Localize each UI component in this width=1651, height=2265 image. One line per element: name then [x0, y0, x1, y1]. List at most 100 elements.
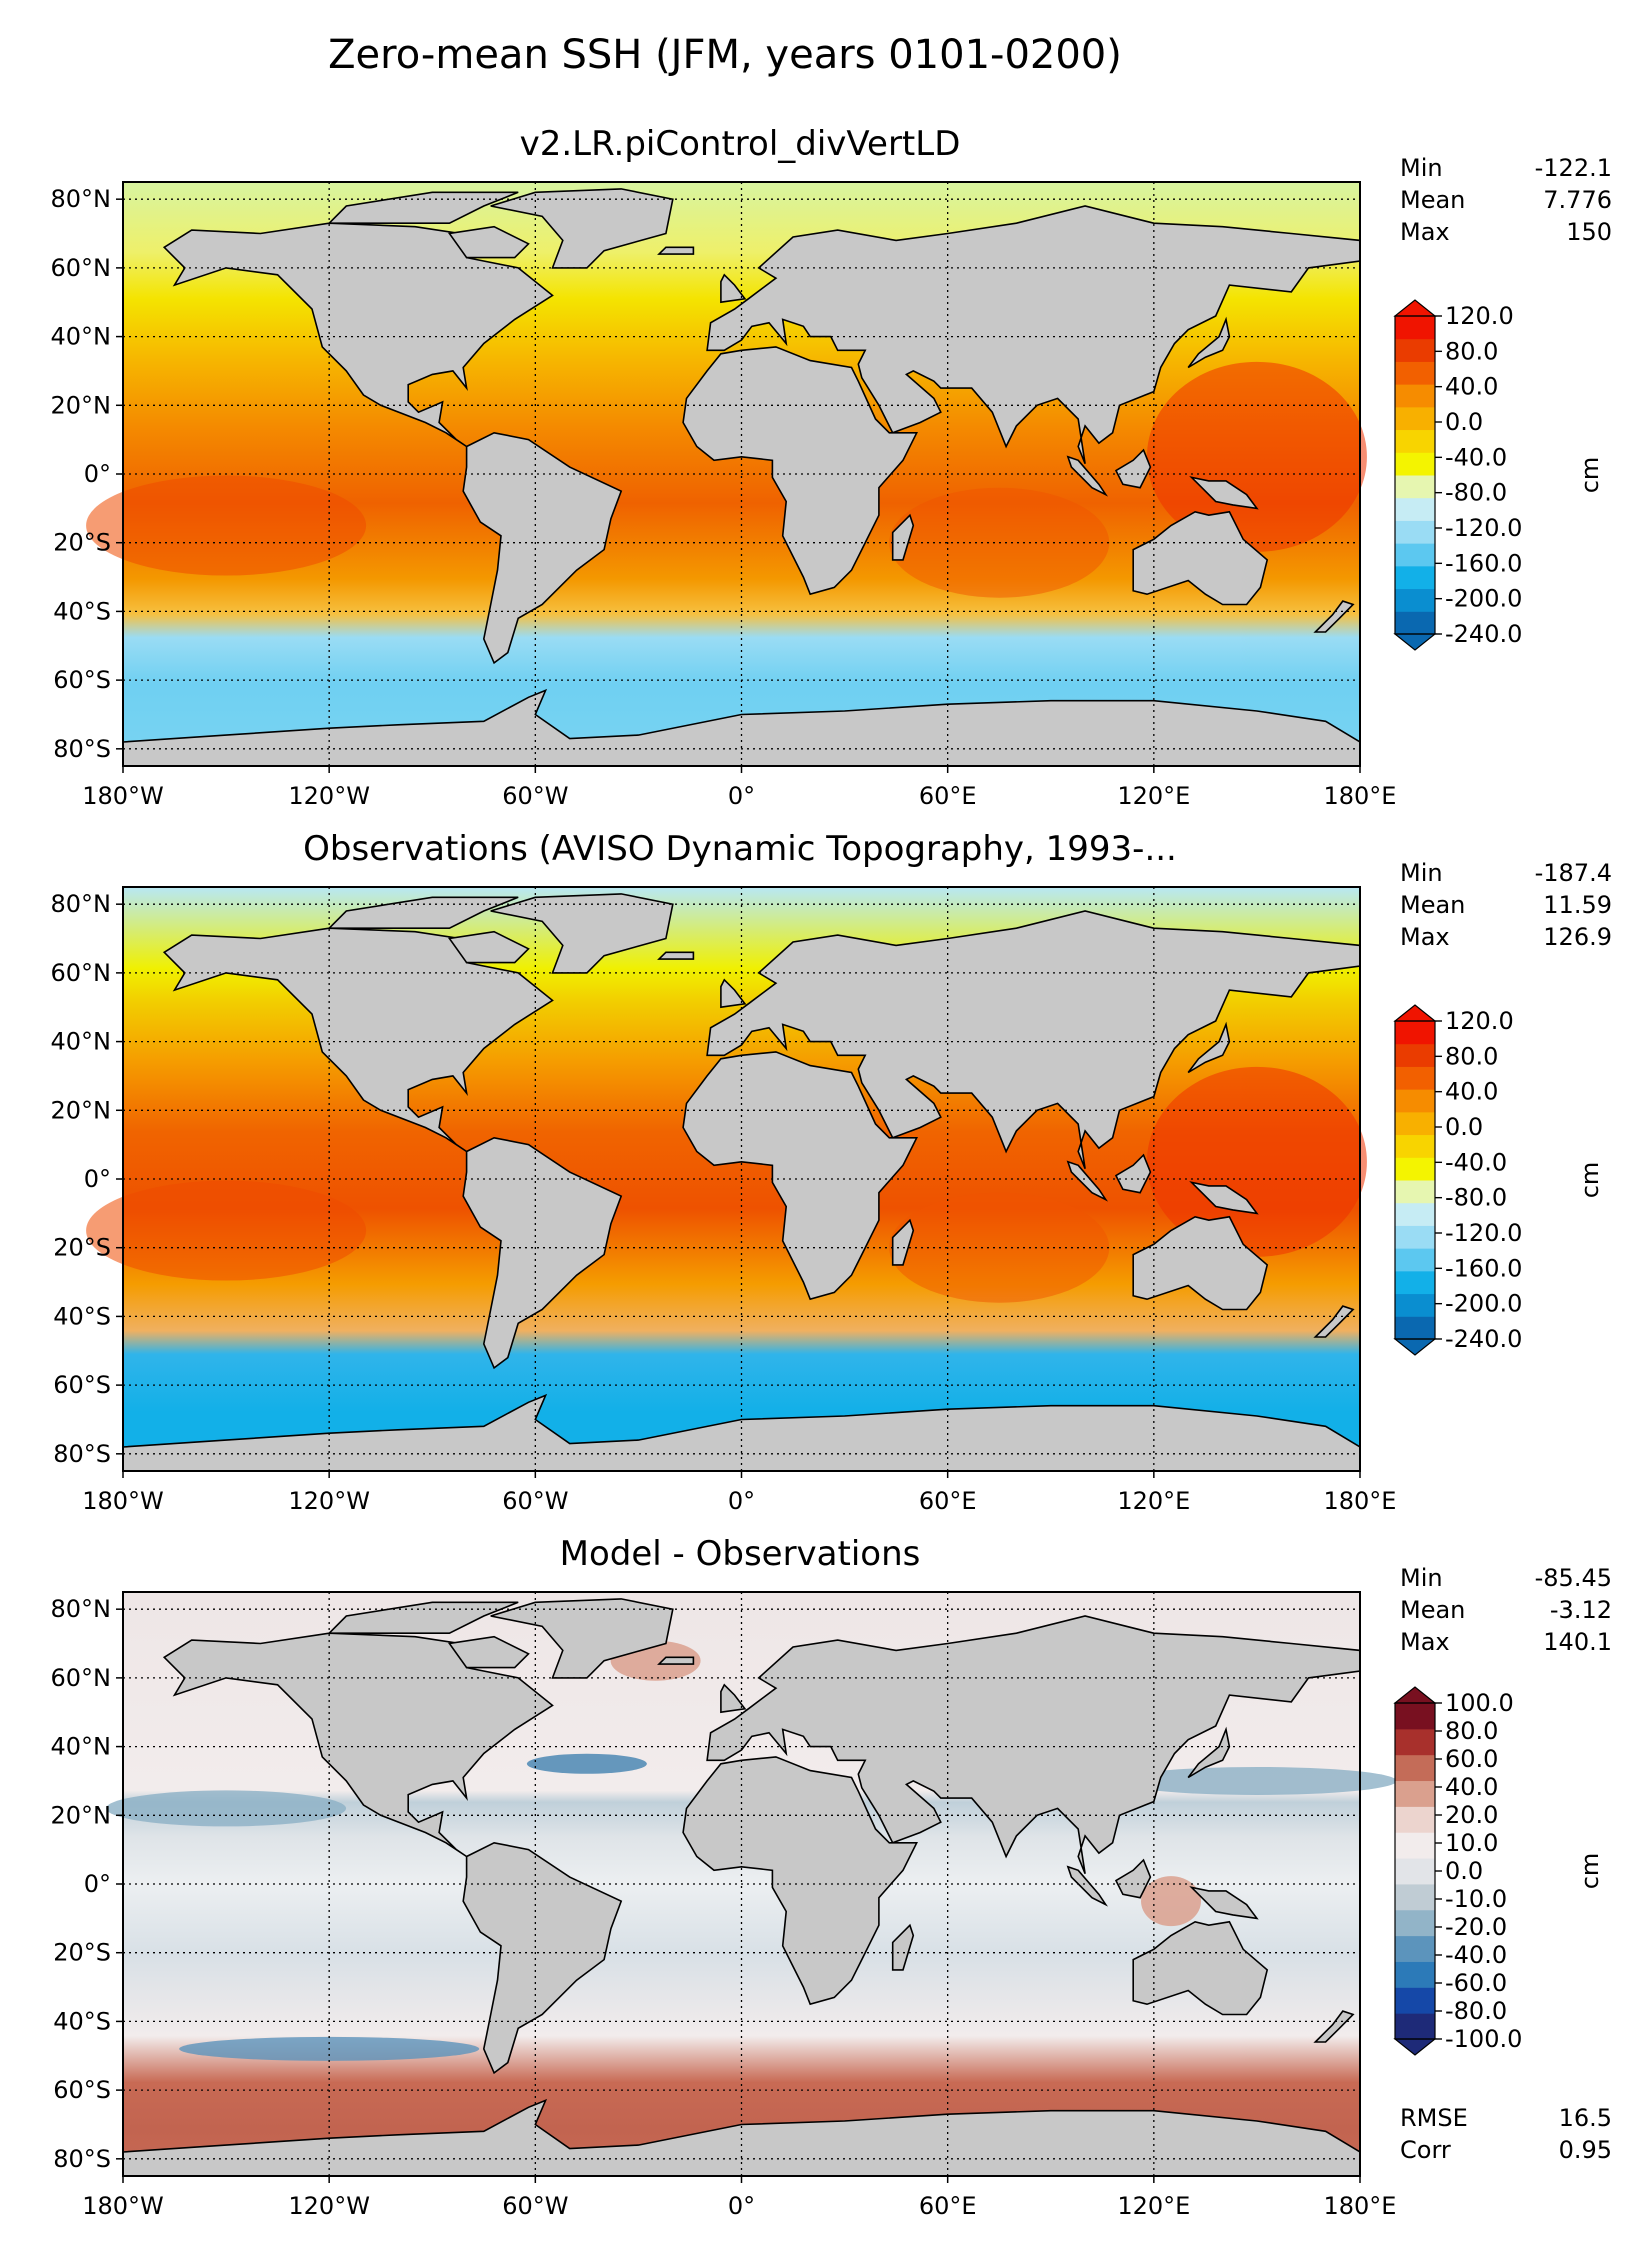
x-tick-label: 120°W [288, 2192, 370, 2220]
stat-rmse-value: 16.5 [1558, 2104, 1612, 2132]
land-sumatra [1066, 455, 1109, 497]
land-japan [1187, 1021, 1231, 1074]
colorbar-segment [1395, 338, 1435, 362]
y-tick-label: 0° [84, 1870, 111, 1898]
colorbar-tick-label: 80.0 [1445, 337, 1498, 365]
colorbar-extend-max [1393, 1686, 1437, 1704]
colorbar-tick-label: 0.0 [1445, 1113, 1483, 1141]
colorbar-tick-label: -200.0 [1445, 585, 1522, 613]
colorbar-segment [1395, 429, 1435, 453]
land-australia [1132, 1215, 1269, 1311]
y-tick-label: 80°N [51, 890, 112, 918]
y-tick-label: 40°N [51, 1733, 112, 1761]
x-tick-label: 0° [728, 2192, 755, 2220]
colorbar-segment [1395, 406, 1435, 431]
panel-3-skill-stats: RMSE 16.5 Corr 0.95 [1400, 2102, 1612, 2166]
colorbar-segment [1395, 1134, 1435, 1158]
land-eurasia [706, 910, 1361, 1169]
colorbar-tick-label: -10.0 [1445, 1885, 1507, 1913]
colorbar-tick-label: -100.0 [1445, 2025, 1522, 2053]
panel-1-title: v2.LR.piControl_divVertLD [519, 124, 961, 164]
colorbar-tick-label: 0.0 [1445, 408, 1483, 436]
colorbar-extend-max [1393, 299, 1437, 317]
land-new-zealand [1313, 1305, 1355, 1338]
colorbar-segment [1395, 497, 1435, 521]
stat-mean-label: Mean [1400, 1596, 1466, 1624]
stat-corr-label: Corr [1400, 2136, 1451, 2164]
y-tick-label: 80°N [51, 185, 112, 213]
land-new-guinea [1189, 1181, 1259, 1215]
land-eurasia [706, 1615, 1361, 1874]
land-baffin-island [447, 225, 530, 259]
colorbar-segment [1395, 1043, 1435, 1067]
land-arctic-archipelago [327, 191, 519, 224]
colorbar-segment [1395, 384, 1435, 408]
x-tick-label: 180°W [82, 782, 164, 810]
colorbar-tick-label: 80.0 [1445, 1717, 1498, 1745]
stat-max-label: Max [1400, 923, 1450, 951]
land-baffin-island [447, 1635, 530, 1669]
colorbar-segment [1395, 1316, 1435, 1340]
colorbar-segment [1395, 1111, 1435, 1136]
colorbar-segment [1395, 1832, 1435, 1859]
panel-2-stats: Min -187.4 Mean 11.59 Max 126.9 [1400, 857, 1612, 953]
colorbar-2: 120.0 80.0 40.0 0.0 -40.0 -80.0 -120.0 -160.0 -2… [1393, 1004, 1604, 1356]
land-madagascar [891, 513, 915, 561]
x-tick-label: 120°E [1117, 782, 1190, 810]
land-new-zealand [1313, 600, 1355, 633]
y-tick-label: 80°S [53, 735, 111, 763]
colorbar-tick-label: -40.0 [1445, 1941, 1507, 1969]
land-japan [1187, 316, 1231, 369]
colorbar-segment [1395, 361, 1435, 385]
y-tick-label: 60°N [51, 959, 112, 987]
panel-2-title: Observations (AVISO Dynamic Topography, … [303, 829, 1177, 869]
land-japan [1187, 1726, 1231, 1779]
land-iceland [657, 1656, 695, 1665]
stat-min-value: -187.4 [1534, 859, 1612, 887]
colorbar-segment [1395, 565, 1435, 590]
colorbar-segment [1395, 452, 1435, 476]
y-tick-label: 20°S [53, 1234, 111, 1262]
land-africa [682, 1051, 918, 1301]
colorbar-tick-label: -80.0 [1445, 479, 1507, 507]
colorbar-tick-label: -120.0 [1445, 514, 1522, 542]
colorbar-segment [1395, 2013, 1435, 2040]
map-panel-1: 180°W 120°W 60°W 0° 60°E 120°E 180°E 80°N 60°N 40… [51, 181, 1604, 810]
colorbar-segment [1395, 1987, 1435, 2014]
colorbar-tick-label: -40.0 [1445, 1148, 1507, 1176]
land-greenland [490, 893, 674, 974]
x-tick-label: 180°E [1324, 1487, 1397, 1515]
colorbar-segment [1395, 1021, 1435, 1045]
colorbar-frame [1394, 315, 1436, 635]
stat-min-label: Min [1400, 1564, 1443, 1592]
warm-pool-pacific-west [1146, 1066, 1367, 1257]
colorbar-label: cm [1576, 457, 1604, 494]
y-tick-label: 80°S [53, 1440, 111, 1468]
colorbar-segment [1395, 1089, 1435, 1113]
colorbar-extend-min [1393, 1338, 1437, 1356]
x-tick-label: 180°W [82, 2192, 164, 2220]
land-madagascar [891, 1218, 915, 1266]
anomaly-band [1116, 1766, 1397, 1795]
y-tick-label: 20°S [53, 1939, 111, 1967]
colorbar-label: cm [1576, 1162, 1604, 1199]
colorbar-tick-label: 40.0 [1445, 373, 1498, 401]
colorbar-tick-label: 0.0 [1445, 1857, 1483, 1885]
colorbar-segment [1395, 1728, 1435, 1756]
land-south-america [462, 1841, 623, 2075]
colorbar-segment [1395, 1293, 1435, 1317]
y-tick-label: 40°S [53, 597, 111, 625]
stat-max-label: Max [1400, 1628, 1450, 1656]
land-sumatra [1066, 1160, 1109, 1202]
anomaly-band [106, 1790, 347, 1827]
y-tick-label: 60°S [53, 2076, 111, 2104]
map-panel-2: 180°W 120°W 60°W 0° 60°E 120°E 180°E 80°N 60°N 40… [51, 886, 1604, 1515]
colorbar-segment [1395, 543, 1435, 567]
colorbar-tick-label: -80.0 [1445, 1184, 1507, 1212]
colorbar-tick-label: -160.0 [1445, 1254, 1522, 1282]
stat-mean-value: 11.59 [1543, 891, 1612, 919]
land-borneo [1114, 448, 1152, 489]
land-baffin-island [447, 930, 530, 964]
colorbar-tick-label: 40.0 [1445, 1078, 1498, 1106]
land-new-zealand [1313, 2010, 1355, 2043]
